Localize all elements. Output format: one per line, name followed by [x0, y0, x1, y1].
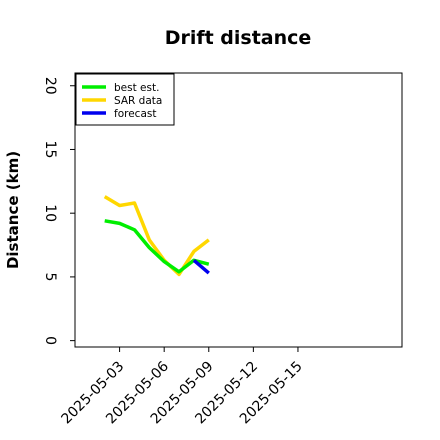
data-series — [103, 195, 210, 277]
series-line-best-est — [104, 219, 210, 274]
y-tick-label: 15 — [42, 141, 58, 159]
axis-ticks: 051015202025-05-032025-05-062025-05-0920… — [42, 77, 306, 428]
chart-title: Drift distance — [165, 27, 312, 49]
series-line-sar-data — [103, 195, 210, 277]
y-tick-label: 20 — [42, 77, 58, 95]
y-tick-label: 5 — [42, 272, 58, 281]
plot-frame — [74, 72, 403, 348]
y-tick-label: 0 — [42, 336, 58, 345]
legend-entry-label: SAR data — [114, 95, 162, 107]
series-line-forecast — [192, 258, 210, 275]
y-axis-label: Distance (km) — [4, 151, 22, 269]
y-tick-label: 10 — [42, 204, 58, 222]
legend-entry-label: best est. — [114, 82, 159, 94]
legend-entry-label: forecast — [114, 108, 156, 120]
